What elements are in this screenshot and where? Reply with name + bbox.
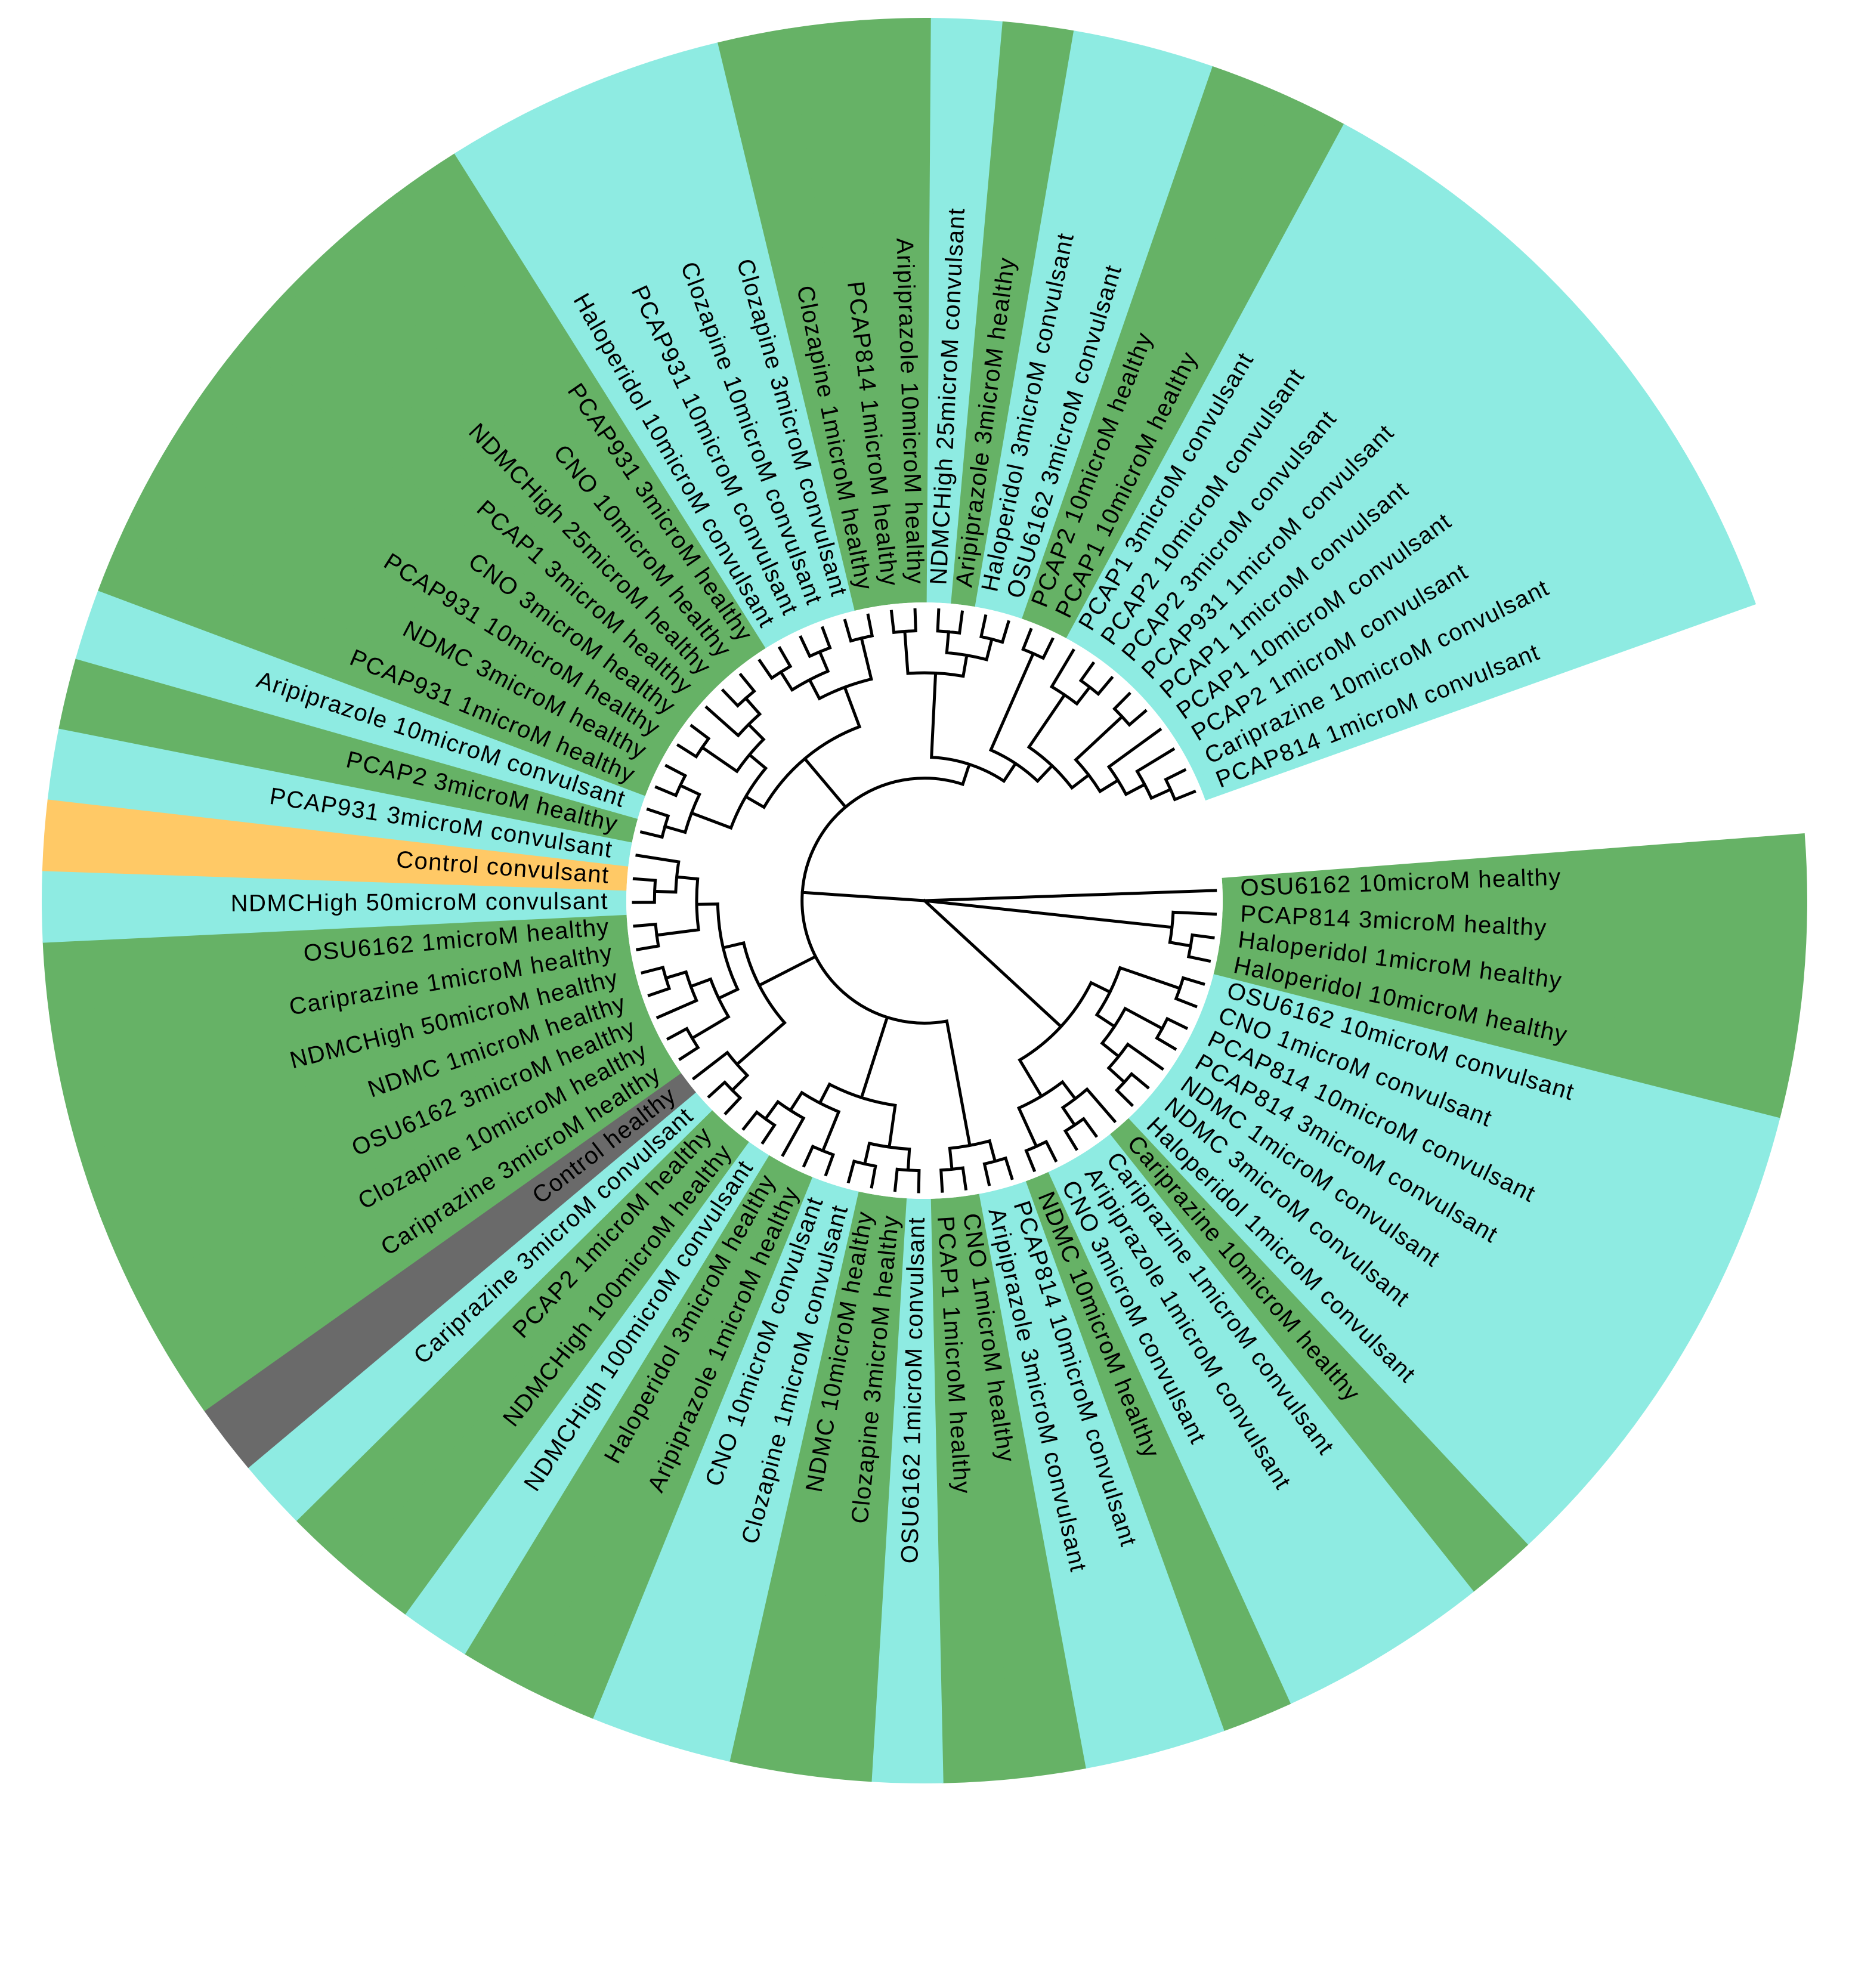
leaf-sector-healthy xyxy=(58,657,638,843)
leaf-sector-convulsant xyxy=(75,589,646,820)
leaf-sector-control_convulsant xyxy=(42,797,629,891)
leaf-sector-healthy xyxy=(859,17,933,604)
leaf-sector-healthy xyxy=(1022,66,1281,628)
leaf-sector-convulsant xyxy=(648,42,855,618)
leaf-sector-healthy xyxy=(130,1031,668,1352)
leaf-sector-convulsant xyxy=(658,1185,859,1762)
leaf-sector-healthy xyxy=(159,399,679,752)
leaf-sector-healthy xyxy=(164,1052,682,1412)
leaf-sector-convulsant xyxy=(978,1188,1157,1769)
leaf-sector-healthy xyxy=(348,1126,749,1615)
leaf-sector-healthy xyxy=(788,20,903,607)
leaf-sector-healthy xyxy=(98,523,655,796)
leaf-sector-convulsant xyxy=(1174,1041,1703,1381)
leaf-sector-healthy xyxy=(240,288,710,713)
leaf-sector-convulsant xyxy=(47,727,632,867)
leaf-sector-healthy xyxy=(1025,1171,1291,1732)
leaf-sector-healthy xyxy=(197,341,694,732)
leaf-sector-healthy xyxy=(48,938,633,1085)
leaf-sector-healthy xyxy=(799,1195,907,1782)
leaf-sector-convulsant xyxy=(926,18,1004,604)
leaf-sector-convulsant xyxy=(998,45,1214,619)
leaf-sector-healthy xyxy=(1213,950,1795,1120)
leaf-sector-convulsant xyxy=(1066,123,1407,651)
leaf-sector-healthy xyxy=(295,1109,731,1570)
leaf-sector-convulsant xyxy=(1160,1062,1666,1440)
leaf-sector-healthy xyxy=(930,1197,1015,1783)
leaf-sector-healthy xyxy=(526,1167,813,1719)
leaf-sector-healthy xyxy=(1109,1118,1529,1593)
leaf-sector-convulsant xyxy=(516,86,809,636)
leaf-sector-healthy xyxy=(463,1155,791,1689)
leaf-sector-healthy xyxy=(61,962,639,1155)
leaf-sector-convulsant xyxy=(1145,1082,1625,1495)
leaf-color-sectors xyxy=(42,17,1807,1783)
leaf-sector-convulsant xyxy=(1185,472,1730,778)
leaf-sector-convulsant xyxy=(1173,410,1698,757)
leaf-sector-convulsant xyxy=(404,1141,769,1655)
leaf-sector-convulsant xyxy=(1187,1019,1734,1320)
leaf-sector-convulsant xyxy=(1069,1148,1416,1672)
leaf-sector-healthy xyxy=(42,914,629,1015)
leaf-sector-convulsant xyxy=(1047,1161,1355,1705)
dendrogram-branches xyxy=(632,608,1217,1194)
leaf-sector-convulsant xyxy=(870,1198,944,1783)
leaf-sector-convulsant xyxy=(1206,974,1780,1189)
leaf-sector-convulsant xyxy=(1087,160,1465,665)
leaf-sector-convulsant xyxy=(581,61,832,626)
leaf-sector-healthy xyxy=(1044,92,1346,639)
leaf-sector-healthy xyxy=(1222,902,1807,978)
leaf-sector-convulsant xyxy=(1128,1100,1579,1546)
leaf-label: NDMCHigh 50microM convulsant xyxy=(231,888,609,917)
leaf-sector-convulsant xyxy=(975,30,1146,612)
branch-path xyxy=(632,608,1217,1194)
leaf-sector-convulsant xyxy=(1196,536,1757,801)
leaf-sector-healthy xyxy=(287,238,728,694)
leaf-sector-convulsant xyxy=(1125,248,1572,698)
leaf-sector-healthy xyxy=(125,459,666,774)
leaf-sector-convulsant xyxy=(591,1177,836,1743)
leaf-sector-healthy xyxy=(718,28,879,611)
leaf-sector-convulsant xyxy=(1090,1134,1474,1635)
leaf-sector-healthy xyxy=(78,985,647,1223)
leaf-sector-healthy xyxy=(1218,926,1804,1050)
leaf-sector-healthy xyxy=(101,1009,657,1288)
leaf-sector-healthy xyxy=(954,1194,1086,1779)
leaf-sector-convulsant xyxy=(1142,298,1618,716)
leaf-sector-convulsant xyxy=(1158,353,1660,736)
leaf-sector-convulsant xyxy=(454,117,787,648)
leaf-sector-convulsant xyxy=(1197,997,1760,1256)
leaf-sector-healthy xyxy=(339,193,746,678)
leaf-sector-convulsant xyxy=(1002,1181,1225,1753)
leaf-sector-convulsant xyxy=(247,1092,713,1522)
leaf-sector-convulsant xyxy=(42,869,627,943)
leaf-sector-healthy xyxy=(395,153,766,662)
leaf-sector-control_healthy xyxy=(203,1072,696,1468)
leaf-sector-healthy xyxy=(1222,833,1807,907)
leaf-sector-convulsant xyxy=(1106,202,1520,681)
leaf-sector-healthy xyxy=(951,21,1075,607)
leaf-sector-healthy xyxy=(728,1191,883,1775)
